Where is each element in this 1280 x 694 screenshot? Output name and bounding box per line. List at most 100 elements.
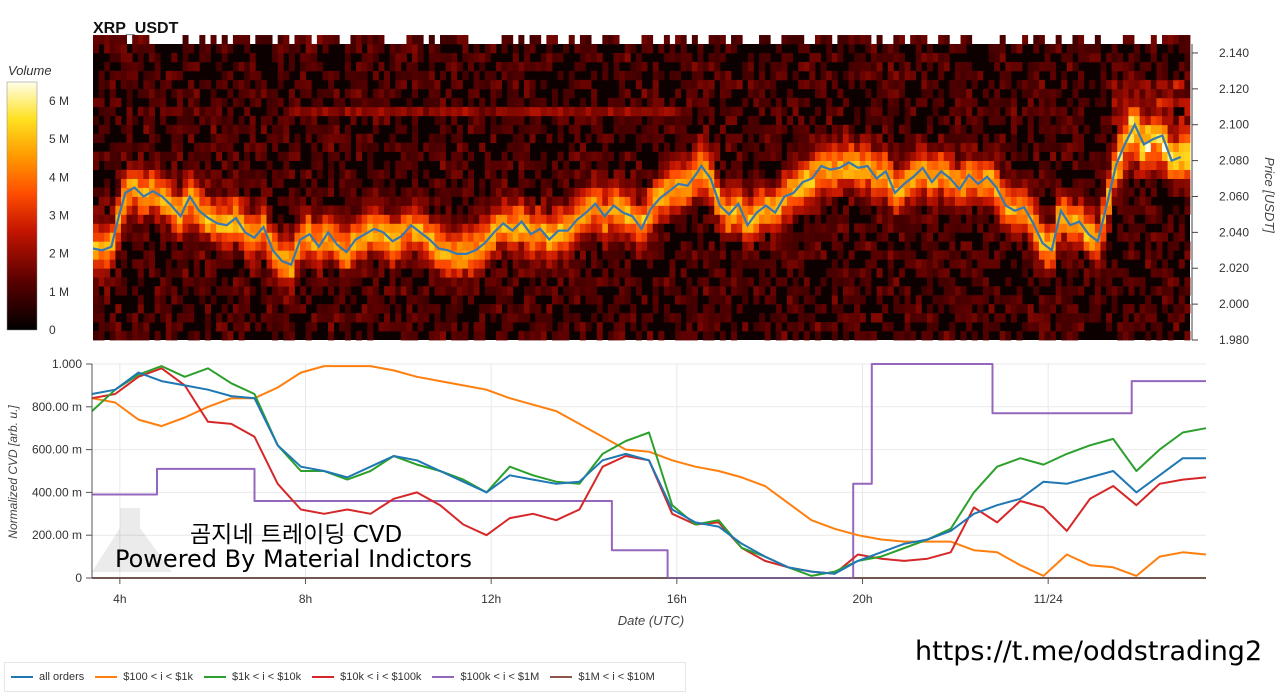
- legend-item[interactable]: $100 < i < $1k: [95, 671, 193, 683]
- heatmap-cell: [764, 178, 771, 188]
- heatmap-cell: [546, 241, 553, 251]
- heatmap-cell: [635, 61, 642, 72]
- heatmap-cell: [1156, 322, 1163, 332]
- heatmap-cell: [417, 106, 424, 117]
- heatmap-cell: [1167, 88, 1174, 99]
- heatmap-cell: [915, 214, 922, 224]
- heatmap-cell: [809, 52, 816, 63]
- heatmap-cell: [859, 133, 866, 144]
- heatmap-cell: [994, 259, 1001, 269]
- legend-item[interactable]: $1M < i < $10M: [550, 671, 655, 683]
- telegram-link[interactable]: https://t.me/oddstrading2: [915, 636, 1263, 667]
- heatmap-cell: [675, 331, 682, 341]
- heatmap-cell: [736, 268, 743, 278]
- heatmap-cell: [1050, 133, 1057, 144]
- legend-item[interactable]: all orders: [11, 671, 84, 683]
- heatmap-cell: [518, 241, 525, 251]
- heatmap-cell: [523, 313, 530, 323]
- heatmap-cell: [406, 250, 413, 260]
- heatmap-cell: [188, 196, 195, 206]
- heatmap-cell: [400, 241, 407, 251]
- heatmap-cell: [781, 124, 788, 135]
- heatmap-cell: [339, 214, 346, 224]
- heatmap-cell: [462, 178, 469, 188]
- heatmap-cell: [451, 79, 458, 90]
- heatmap-cell: [932, 214, 939, 224]
- heatmap-cell: [1145, 160, 1152, 170]
- heatmap-cell: [904, 151, 911, 162]
- heatmap-cell: [725, 223, 732, 233]
- heatmap-cell: [630, 61, 637, 72]
- heatmap-cell: [1066, 259, 1073, 269]
- heatmap-cell: [568, 250, 575, 260]
- heatmap-cell: [966, 313, 973, 323]
- legend-item[interactable]: $100k < i < $1M: [432, 671, 539, 683]
- heatmap-cell: [412, 106, 419, 117]
- heatmap-cell: [188, 205, 195, 215]
- heatmap-cell: [412, 61, 419, 72]
- heatmap-cell: [1134, 44, 1141, 54]
- heatmap-cell: [568, 35, 575, 45]
- legend-item[interactable]: $1k < i < $10k: [203, 671, 301, 683]
- heatmap-cell: [367, 214, 374, 224]
- heatmap-cell: [607, 223, 614, 233]
- heatmap-cell: [1027, 196, 1034, 206]
- heatmap-cell: [540, 286, 547, 296]
- heatmap-cell: [495, 232, 502, 242]
- heatmap-cell: [792, 124, 799, 135]
- heatmap-cell: [1083, 187, 1090, 197]
- heatmap-cell: [1066, 124, 1073, 135]
- heatmap-cell: [1150, 79, 1157, 90]
- heatmap-cell: [137, 178, 144, 188]
- heatmap-cell: [176, 268, 183, 278]
- heatmap-cell: [484, 205, 491, 215]
- heatmap-cell: [994, 178, 1001, 188]
- heatmap-cell: [412, 52, 419, 63]
- heatmap-cell: [182, 61, 189, 72]
- heatmap-cell: [104, 106, 111, 117]
- heatmap-cell: [999, 35, 1006, 45]
- heatmap-cell: [372, 70, 379, 81]
- heatmap-cell: [148, 313, 155, 323]
- heatmap-cell: [305, 133, 312, 144]
- heatmap-cell: [288, 52, 295, 63]
- legend-item[interactable]: $10k < i < $100k: [312, 671, 421, 683]
- heatmap-cell: [826, 35, 833, 45]
- heatmap-cell: [423, 70, 430, 81]
- heatmap-cell: [529, 133, 536, 144]
- heatmap-cell: [176, 133, 183, 144]
- heatmap-cell: [1033, 151, 1040, 162]
- heatmap-cell: [792, 160, 799, 170]
- heatmap-cell: [188, 304, 195, 314]
- heatmap-cell: [372, 295, 379, 305]
- heatmap-cell: [406, 70, 413, 81]
- heatmap-cell: [854, 61, 861, 72]
- heatmap-cell: [249, 241, 256, 251]
- heatmap-cell: [563, 97, 570, 108]
- heatmap-cell: [199, 214, 206, 224]
- heatmap-cell: [910, 178, 917, 188]
- heatmap-cell: [546, 196, 553, 206]
- heatmap-cell: [714, 295, 721, 305]
- heatmap-cell: [479, 259, 486, 269]
- heatmap-cell: [109, 205, 116, 215]
- heatmap-cell: [227, 241, 234, 251]
- heatmap-cell: [1156, 97, 1163, 108]
- heatmap-cell: [619, 313, 626, 323]
- heatmap-cell: [859, 232, 866, 242]
- heatmap-cell: [803, 133, 810, 144]
- heatmap-cell: [820, 304, 827, 314]
- heatmap-cell: [781, 35, 788, 45]
- heatmap-cell: [635, 70, 642, 81]
- heatmap-cell: [434, 286, 441, 296]
- heatmap-cell: [518, 304, 525, 314]
- heatmap-cell: [893, 151, 900, 162]
- heatmap-cell: [585, 223, 592, 233]
- heatmap-cell: [120, 187, 127, 197]
- heatmap-cell: [680, 178, 687, 188]
- heatmap-cell: [949, 142, 956, 153]
- heatmap-cell: [742, 97, 749, 108]
- heatmap-cell: [535, 304, 542, 314]
- heatmap-cell: [154, 178, 161, 188]
- heatmap-cell: [1083, 313, 1090, 323]
